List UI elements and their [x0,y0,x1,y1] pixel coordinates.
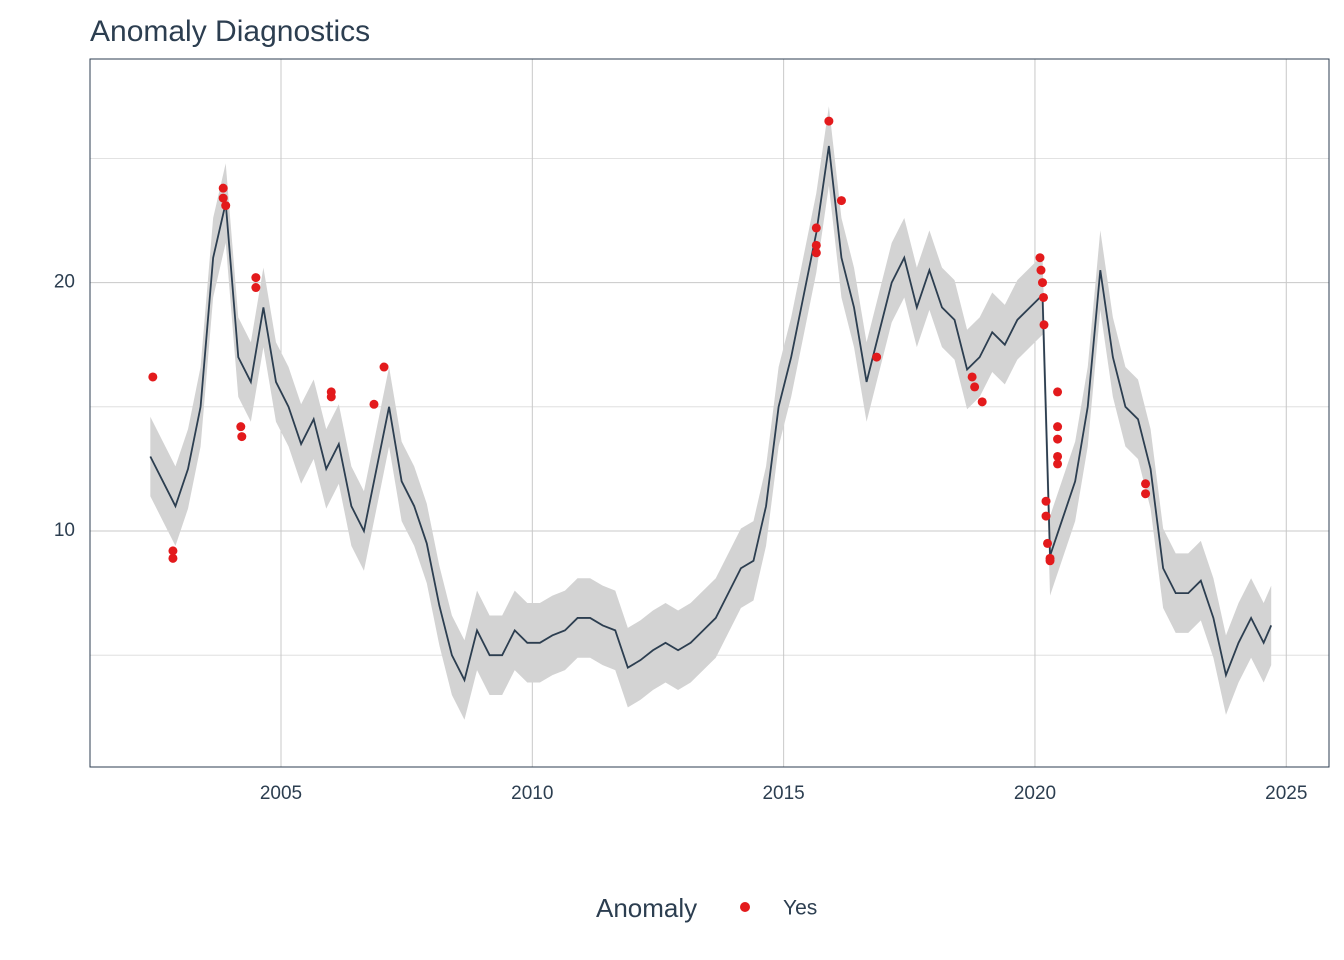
series-line [149,145,1273,683]
anomaly-point [1141,479,1151,489]
anomaly-point [221,201,231,211]
anomaly-point [218,193,228,203]
anomaly-point [251,273,261,283]
anomaly-point [369,399,379,409]
anomaly-point [872,352,882,362]
anomaly-point [1035,253,1045,263]
anomaly-point [836,196,846,206]
anomaly-point [811,248,821,258]
x-tick-label: 2020 [1014,783,1056,804]
anomaly-point [1041,496,1051,506]
anomaly-point [379,362,389,372]
anomaly-point [237,432,247,442]
y-tick-label: 20 [54,272,75,293]
y-tick-label: 10 [54,520,75,541]
anomaly-point [1041,511,1051,521]
plot-border [89,58,1330,768]
x-tick-label: 2015 [762,783,804,804]
anomaly-point [1039,292,1049,302]
anomaly-point [168,553,178,563]
anomaly-point [251,283,261,293]
anomaly-point [1036,265,1046,275]
anomaly-point [326,392,336,402]
anomaly-point [1053,451,1063,461]
x-tick-label: 2025 [1265,783,1307,804]
anomaly-point [1053,422,1063,432]
chart-title: Anomaly Diagnostics [90,15,370,48]
legend-title: Anomaly [596,893,697,923]
x-tick-label: 2010 [511,783,553,804]
legend-marker [740,902,750,912]
legend-label: Yes [783,897,817,920]
anomaly-point [977,397,987,407]
anomaly-point [1141,489,1151,499]
x-tick-label: 2005 [260,783,302,804]
anomaly-point [1053,387,1063,397]
anomaly-point [218,183,228,193]
anomaly-point [1037,278,1047,288]
anomaly-point [1053,434,1063,444]
anomaly-point [967,372,977,382]
anomaly-point [1039,320,1049,330]
anomaly-point [970,382,980,392]
anomaly-point [1043,538,1053,548]
confidence-band [150,106,1272,720]
anomaly-point [236,422,246,432]
anomaly-point [148,372,158,382]
anomaly-point [811,240,821,250]
anomaly-point [1053,459,1063,469]
anomaly-point [811,223,821,233]
anomaly-point [168,546,178,556]
anomaly-point [824,116,834,126]
anomaly-point [1045,556,1055,566]
